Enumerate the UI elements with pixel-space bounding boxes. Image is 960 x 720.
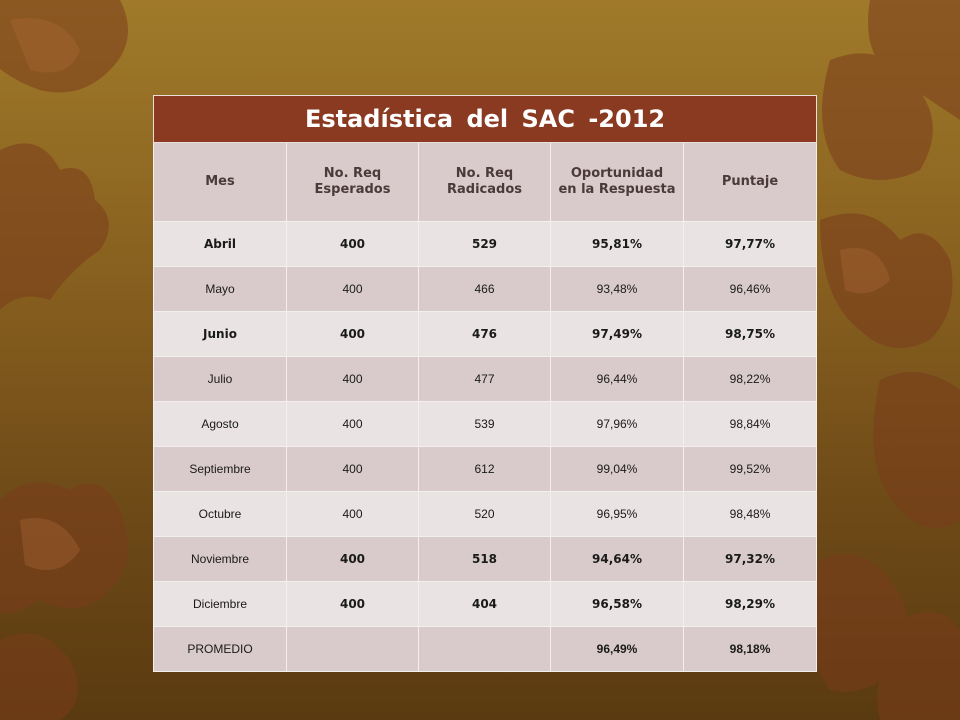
cell: 96,49% [550,626,684,672]
table-row: Noviembre 400 518 94,64% 97,32% [153,536,818,582]
cell: 97,77% [682,221,818,267]
cell: 98,75% [682,311,818,357]
table-row: PROMEDIO 96,49% 98,18% [153,626,818,672]
cell: 400 [286,401,419,447]
cell: 400 [286,491,419,537]
cell: 539 [418,401,551,447]
cell: 96,46% [682,266,818,312]
cell: 98,29% [682,581,818,627]
month-cell: Junio [153,311,287,357]
table-title: Estadística del SAC -2012 [152,95,818,143]
cell: 400 [286,311,419,357]
cell: 466 [418,266,551,312]
table-row: Mayo 400 466 93,48% 96,46% [153,266,818,312]
table-row: Junio 400 476 97,49% 98,75% [153,311,818,357]
cell: 476 [418,311,551,357]
table-row: Diciembre 400 404 96,58% 98,29% [153,581,818,627]
month-cell: Octubre [153,491,287,537]
cell [418,626,551,672]
month-cell: Septiembre [153,446,287,492]
cell: 96,44% [550,356,684,402]
cell: 99,52% [682,446,818,492]
cell: 93,48% [550,266,684,312]
column-header-radicados: No. Req Radicados [418,142,551,222]
cell: 98,48% [682,491,818,537]
cell: 98,18% [682,626,818,672]
table-row: Octubre 400 520 96,95% 98,48% [153,491,818,537]
cell: 98,84% [682,401,818,447]
month-cell: Diciembre [153,581,287,627]
header-row: Mes No. Req Esperados No. Req Radicados … [153,142,818,222]
month-cell: PROMEDIO [153,626,287,672]
cell: 96,58% [550,581,684,627]
cell: 400 [286,356,419,402]
cell: 96,95% [550,491,684,537]
cell: 404 [418,581,551,627]
cell: 400 [286,581,419,627]
column-header-mes: Mes [153,142,287,222]
cell: 95,81% [550,221,684,267]
table-row: Septiembre 400 612 99,04% 99,52% [153,446,818,492]
month-cell: Agosto [153,401,287,447]
cell: 98,22% [682,356,818,402]
cell: 400 [286,266,419,312]
cell: 520 [418,491,551,537]
cell: 99,04% [550,446,684,492]
month-cell: Abril [153,221,287,267]
cell: 477 [418,356,551,402]
cell: 97,32% [682,536,818,582]
column-header-puntaje: Puntaje [682,142,818,222]
column-header-oportunidad: Oportunidad en la Respuesta [550,142,684,222]
column-header-esperados: No. Req Esperados [286,142,419,222]
cell: 612 [418,446,551,492]
month-cell: Julio [153,356,287,402]
month-cell: Mayo [153,266,287,312]
cell [286,626,419,672]
table-row: Julio 400 477 96,44% 98,22% [153,356,818,402]
cell: 400 [286,536,419,582]
statistics-table: Estadística del SAC -2012 Mes No. Req Es… [152,95,818,672]
cell: 97,49% [550,311,684,357]
table-row: Agosto 400 539 97,96% 98,84% [153,401,818,447]
cell: 400 [286,446,419,492]
cell: 518 [418,536,551,582]
cell: 97,96% [550,401,684,447]
cell: 529 [418,221,551,267]
cell: 400 [286,221,419,267]
table-row: Abril 400 529 95,81% 97,77% [153,221,818,267]
cell: 94,64% [550,536,684,582]
month-cell: Noviembre [153,536,287,582]
